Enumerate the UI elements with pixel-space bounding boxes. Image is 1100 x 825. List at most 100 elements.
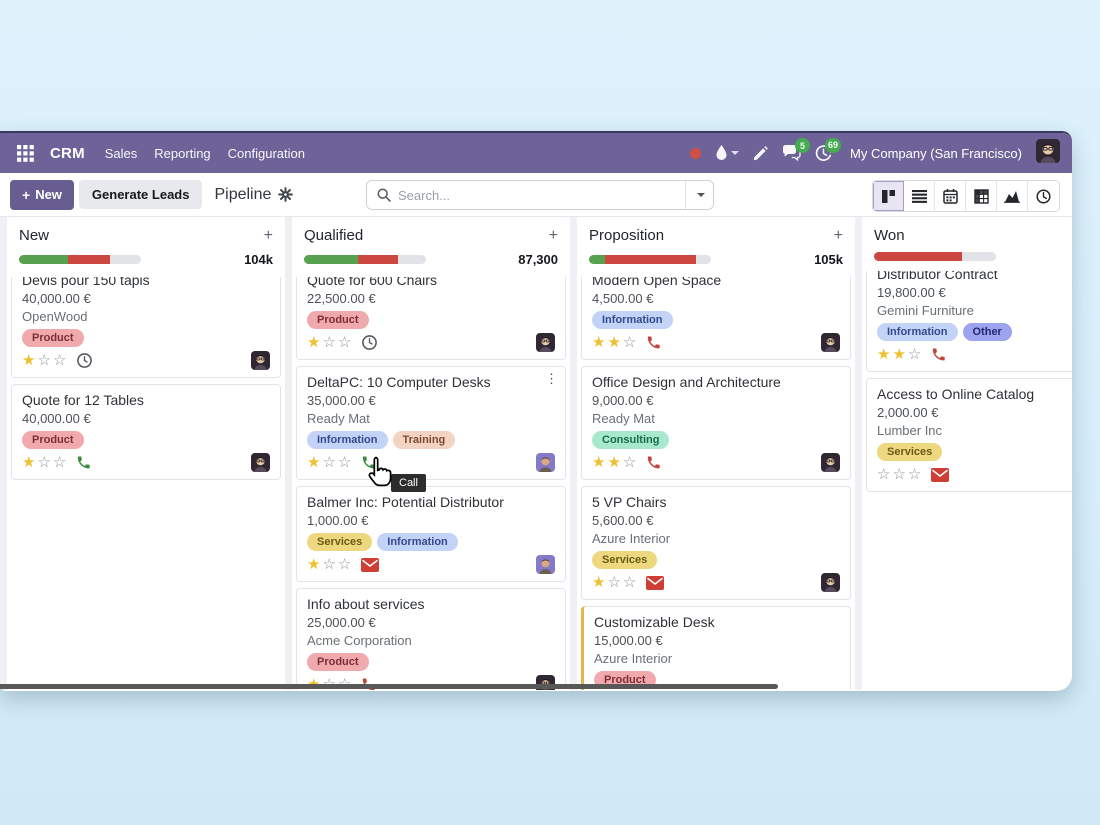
star-icon[interactable]: ★: [22, 454, 38, 471]
view-activity-button[interactable]: [1028, 181, 1059, 211]
activities-clock-icon[interactable]: 69: [815, 137, 842, 162]
add-record-button[interactable]: +: [548, 226, 558, 244]
view-pivot-button[interactable]: [966, 181, 997, 211]
activity-envelope-icon[interactable]: [931, 467, 950, 482]
star-icon[interactable]: ★: [607, 334, 623, 351]
star-icon[interactable]: ★: [607, 454, 623, 471]
tag-product[interactable]: Product: [307, 311, 369, 329]
tag-product[interactable]: Product: [22, 431, 84, 449]
activity-envelope-icon[interactable]: [361, 557, 380, 572]
kanban-card[interactable]: Office Design and Architecture 9,000.00 …: [581, 366, 851, 480]
star-icon[interactable]: ☆: [877, 466, 893, 483]
tag-product[interactable]: Product: [22, 329, 84, 347]
tag-services[interactable]: Services: [592, 551, 658, 569]
star-icon[interactable]: ☆: [622, 454, 639, 471]
column-title[interactable]: Qualified: [304, 227, 364, 244]
star-icon[interactable]: ★: [592, 574, 608, 591]
tag-information[interactable]: Information: [877, 323, 958, 341]
star-icon[interactable]: ☆: [52, 454, 69, 471]
nav-menu-configuration[interactable]: Configuration: [227, 145, 305, 161]
add-record-button[interactable]: +: [833, 226, 843, 244]
priority-stars[interactable]: ★★☆: [592, 455, 638, 470]
tag-information[interactable]: Information: [307, 431, 388, 449]
star-icon[interactable]: ☆: [907, 466, 924, 483]
user-avatar[interactable]: [1036, 138, 1060, 168]
column-title[interactable]: New: [19, 227, 50, 244]
column-progressbar[interactable]: [589, 255, 711, 264]
star-icon[interactable]: ☆: [337, 556, 354, 573]
activity-phone-green-icon[interactable]: [76, 455, 91, 470]
view-calendar-button[interactable]: [935, 181, 966, 211]
star-icon[interactable]: ☆: [322, 334, 338, 351]
kanban-card[interactable]: Access to Online Catalog 2,000.00 € Lumb…: [866, 378, 1072, 492]
column-progressbar[interactable]: [874, 252, 996, 261]
activity-phone-red-icon[interactable]: [931, 347, 946, 362]
priority-stars[interactable]: ★☆☆: [22, 455, 68, 470]
star-icon[interactable]: ★: [307, 454, 323, 471]
company-switcher[interactable]: My Company (San Francisco): [850, 145, 1022, 161]
apps-grid-icon[interactable]: [12, 140, 38, 166]
column-progressbar[interactable]: [304, 255, 426, 264]
nav-menu-sales[interactable]: Sales: [104, 145, 138, 161]
activity-phone-red-icon[interactable]: [646, 335, 661, 350]
star-icon[interactable]: ☆: [907, 346, 924, 363]
star-icon[interactable]: ★: [307, 556, 323, 573]
star-icon[interactable]: ★: [592, 454, 608, 471]
star-icon[interactable]: ☆: [322, 454, 338, 471]
generate-leads-button[interactable]: Generate Leads: [78, 180, 203, 209]
star-icon[interactable]: ☆: [622, 334, 639, 351]
kanban-card[interactable]: Info about services 25,000.00 € Acme Cor…: [296, 588, 566, 690]
star-icon[interactable]: ☆: [37, 454, 53, 471]
tag-consulting[interactable]: Consulting: [592, 431, 670, 449]
tag-information[interactable]: Information: [592, 311, 673, 329]
tag-other[interactable]: Other: [962, 323, 1012, 341]
activity-phone-green-icon[interactable]: [361, 455, 376, 470]
star-icon[interactable]: ☆: [607, 574, 623, 591]
priority-stars[interactable]: ★★☆: [592, 335, 638, 350]
pencil-icon[interactable]: [753, 145, 768, 161]
tag-services[interactable]: Services: [307, 533, 373, 551]
messages-icon[interactable]: 5: [782, 138, 811, 161]
star-icon[interactable]: ☆: [337, 334, 354, 351]
kanban-card[interactable]: Devis pour 150 tapis 40,000.00 € OpenWoo…: [11, 277, 281, 378]
new-button[interactable]: + New: [10, 179, 74, 210]
app-name[interactable]: CRM: [50, 144, 85, 162]
tag-product[interactable]: Product: [307, 653, 369, 671]
horizontal-scrollbar[interactable]: [0, 684, 778, 689]
kanban-card[interactable]: ⋮ DeltaPC: 10 Computer Desks 35,000.00 €…: [296, 366, 566, 480]
kanban-card[interactable]: Distributor Contract 19,800.00 € Gemini …: [866, 271, 1072, 372]
priority-stars[interactable]: ★☆☆: [307, 335, 353, 350]
droplet-menu-icon[interactable]: [715, 145, 740, 161]
activity-phone-red-icon[interactable]: [646, 455, 661, 470]
column-progressbar[interactable]: [19, 255, 141, 264]
tag-services[interactable]: Services: [877, 443, 943, 461]
star-icon[interactable]: ★: [592, 334, 608, 351]
add-record-button[interactable]: +: [263, 226, 273, 244]
view-graph-button[interactable]: [997, 181, 1028, 211]
search-input[interactable]: [398, 187, 685, 203]
column-title[interactable]: Proposition: [589, 227, 665, 244]
star-icon[interactable]: ☆: [37, 352, 53, 369]
kanban-card[interactable]: Modern Open Space 4,500.00 € Information…: [581, 277, 851, 360]
view-list-button[interactable]: [904, 181, 935, 211]
star-icon[interactable]: ★: [22, 352, 38, 369]
nav-menu-reporting[interactable]: Reporting: [154, 145, 211, 161]
activity-clock-icon[interactable]: [76, 352, 93, 369]
priority-stars[interactable]: ☆☆☆: [877, 467, 923, 482]
star-icon[interactable]: ☆: [322, 556, 338, 573]
kanban-card[interactable]: Quote for 12 Tables 40,000.00 € Product …: [11, 384, 281, 480]
priority-stars[interactable]: ★☆☆: [592, 575, 638, 590]
tag-information[interactable]: Information: [377, 533, 458, 551]
star-icon[interactable]: ☆: [892, 466, 908, 483]
gear-icon[interactable]: [278, 187, 294, 202]
column-title[interactable]: Won: [874, 227, 905, 244]
kanban-card[interactable]: Balmer Inc: Potential Distributor 1,000.…: [296, 486, 566, 582]
star-icon[interactable]: ★: [307, 334, 323, 351]
star-icon[interactable]: ★: [877, 346, 893, 363]
star-icon[interactable]: ☆: [52, 352, 69, 369]
tag-training[interactable]: Training: [392, 431, 456, 449]
star-icon[interactable]: ★: [892, 346, 908, 363]
kanban-card[interactable]: Quote for 600 Chairs 22,500.00 € Product…: [296, 277, 566, 360]
activity-envelope-icon[interactable]: [646, 575, 665, 590]
priority-stars[interactable]: ★★☆: [877, 347, 923, 362]
